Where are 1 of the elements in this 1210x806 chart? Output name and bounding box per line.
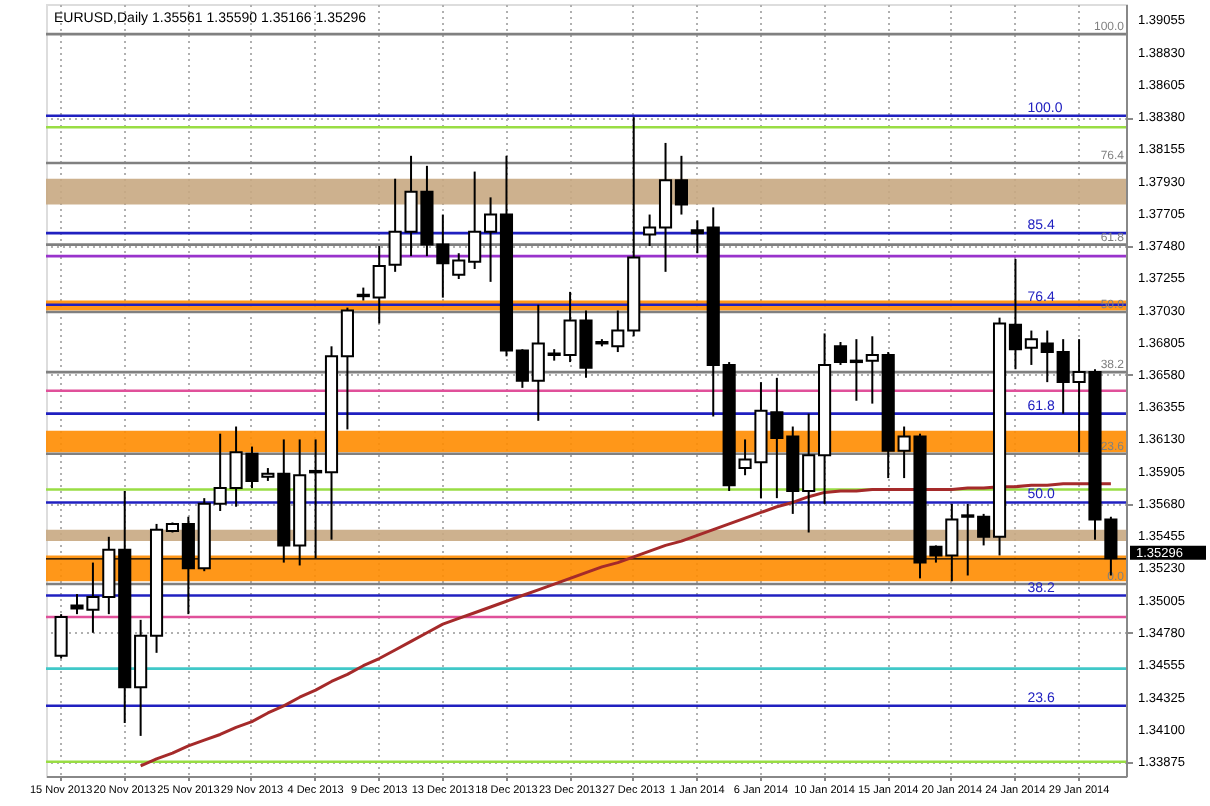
candlestick: [54, 613, 68, 660]
